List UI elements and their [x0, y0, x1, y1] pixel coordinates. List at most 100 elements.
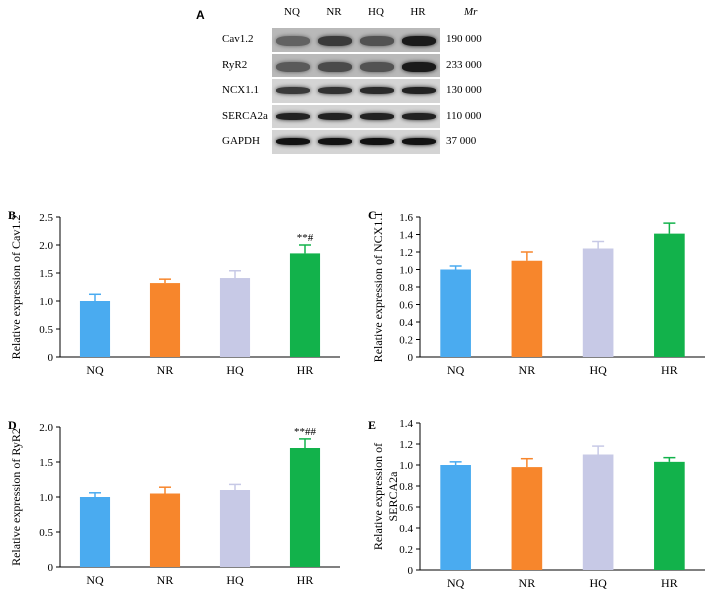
x-tick-label: NQ	[447, 576, 465, 590]
y-tick-label: 1.0	[399, 460, 413, 472]
blot-row-mw: 190 000	[446, 33, 482, 45]
y-tick-label: 1.4	[399, 418, 413, 430]
blot-band	[276, 61, 310, 72]
x-tick-label: NQ	[86, 363, 104, 377]
bar	[654, 233, 685, 357]
x-tick-label: NR	[519, 576, 536, 590]
blot-strip	[272, 104, 440, 128]
blot-row-mw: 110 000	[446, 109, 482, 122]
x-tick-label: HR	[661, 363, 678, 377]
y-tick-label: 1.5	[39, 268, 53, 280]
x-tick-label: NQ	[86, 573, 104, 587]
significance-label: **##	[294, 426, 317, 438]
blot-row-label: NCX1.1	[222, 84, 259, 96]
bar	[511, 467, 543, 570]
x-tick-label: HQ	[226, 363, 244, 377]
y-tick-label: 2.5	[39, 212, 53, 224]
y-tick-label: 0	[48, 352, 54, 364]
y-tick-label: 0.6	[399, 502, 413, 514]
y-tick-label: 0.6	[399, 300, 413, 312]
bar	[440, 465, 471, 570]
blot-band	[402, 112, 436, 120]
y-tick-label: 1.5	[39, 457, 53, 469]
bar	[289, 253, 321, 357]
bar	[582, 454, 614, 570]
bar	[511, 260, 543, 357]
blot-band	[402, 61, 436, 72]
blot-band	[402, 138, 436, 145]
bar	[79, 497, 111, 567]
bar	[654, 461, 685, 570]
blot-band	[360, 61, 394, 72]
blot-band	[318, 87, 352, 94]
panel-letter-a: A	[196, 8, 205, 22]
blot-band	[360, 36, 394, 46]
y-axis-title: Relative expression ofSERCA2a	[371, 443, 400, 550]
x-tick-label: HQ	[589, 363, 607, 377]
western-blot-panel: A NQ NR HQ HR Mr Cav1.2 190 000 RyR2 233 00…	[196, 0, 526, 165]
blot-band	[276, 36, 310, 46]
bar	[440, 269, 471, 357]
blot-row-mw: 37 000	[446, 135, 477, 147]
blot-band	[360, 87, 394, 94]
blot-band	[276, 87, 310, 94]
y-tick-label: 1.0	[399, 265, 413, 277]
blot-band	[318, 36, 352, 46]
panel-letter: B	[8, 208, 16, 222]
blot-row-label: RyR2	[222, 58, 248, 71]
x-tick-label: NR	[157, 363, 174, 377]
blot-band	[318, 112, 352, 120]
bar	[289, 448, 321, 567]
blot-band	[318, 61, 352, 72]
y-tick-label: 0.8	[399, 282, 413, 294]
bar	[149, 283, 181, 357]
mr-header: Mr	[464, 6, 477, 18]
y-tick-label: 1.0	[39, 492, 53, 504]
blot-row-mw: 233 000	[446, 58, 482, 71]
lane-label: HR	[410, 6, 426, 18]
y-tick-label: 0	[48, 562, 54, 574]
chart-cav12: B 0 0.5 1.0 1.5 2.0 2.5 Relative expression of …	[8, 208, 340, 377]
significance-label: **#	[297, 232, 314, 244]
y-tick-label: 2.0	[39, 422, 53, 434]
blot-row-label: GAPDH	[222, 135, 260, 147]
y-tick-label: 0	[408, 352, 414, 364]
y-tick-label: 1.2	[399, 247, 413, 259]
y-tick-label: 2.0	[39, 240, 53, 252]
x-tick-label: HQ	[589, 576, 607, 590]
y-tick-label: 1.4	[399, 230, 413, 242]
y-tick-label: 1.2	[399, 439, 413, 451]
y-tick-label: 0	[408, 565, 414, 577]
blot-strip	[272, 79, 440, 103]
blot-band	[318, 138, 352, 145]
bar	[149, 493, 181, 567]
x-tick-label: NQ	[447, 363, 465, 377]
x-tick-label: NR	[519, 363, 536, 377]
bar	[79, 301, 111, 357]
y-axis-title-line: Relative expression of	[371, 443, 385, 550]
blot-band	[402, 87, 436, 94]
y-tick-label: 0.5	[39, 324, 53, 336]
y-tick-label: 0.8	[399, 481, 413, 493]
y-axis-title-line: SERCA2a	[386, 471, 400, 522]
x-tick-label: NR	[157, 573, 174, 587]
panel-letter: C	[368, 208, 377, 222]
blot-band	[360, 112, 394, 120]
blot-row-label: SERCA2a	[222, 109, 268, 122]
mr-label: Mr	[464, 6, 478, 18]
bar	[219, 278, 251, 357]
blot-strip	[272, 28, 440, 52]
lane-label: NR	[326, 6, 342, 18]
x-tick-label: HR	[661, 576, 678, 590]
blot-row-mw: 130 000	[446, 84, 482, 96]
y-axis-title: Relative expression of NCX1.1	[371, 212, 385, 363]
x-tick-label: HQ	[226, 573, 244, 587]
y-tick-label: 0.2	[399, 335, 413, 347]
blot-band	[276, 112, 310, 120]
chart-ryr2: D 0 0.5 1.0 1.5 2.0 Relative expression of RyR…	[8, 418, 340, 587]
blot-band	[276, 138, 310, 145]
y-axis-title: Relative expression of Cav1.2	[9, 215, 23, 360]
panel-letter: D	[8, 418, 17, 432]
blot-row-label: Cav1.2	[222, 33, 254, 45]
y-tick-label: 0.2	[399, 544, 413, 556]
